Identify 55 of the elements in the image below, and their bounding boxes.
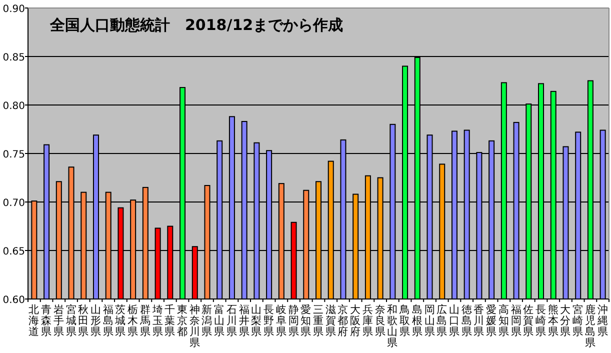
x-tick-label: 青森県 (41, 303, 52, 338)
x-tick-label: 茨城県 (114, 303, 126, 338)
x-tick-label: 秋田県 (78, 304, 90, 338)
y-tick-label: 0.85 (2, 52, 25, 64)
y-tick-label: 0.65 (2, 246, 25, 258)
x-tick-label: 鹿児島県 (584, 303, 596, 349)
x-tick-label: 岡山県 (424, 304, 436, 338)
x-tick-label: 和歌山県 (387, 303, 398, 349)
x-tick-label: 徳島県 (461, 304, 472, 338)
x-tick-label: 新潟県 (202, 303, 213, 338)
x-tick-label: 愛知県 (300, 303, 312, 338)
x-tick-label: 神奈川県 (189, 303, 200, 349)
x-tick-label: 栃木県 (128, 304, 139, 338)
y-tick-label: 0.80 (2, 101, 25, 112)
x-tick-label: 北海道 (28, 303, 40, 338)
x-tick-label: 奈良県 (374, 304, 386, 338)
x-tick-label: 宮崎県 (572, 303, 584, 338)
x-tick-label: 兵庫県 (362, 303, 374, 338)
x-tick-label: 長野県 (264, 304, 275, 338)
y-tick-label: 0.90 (2, 4, 25, 15)
x-tick-label: 鳥取県 (398, 304, 411, 338)
x-tick-label: 静岡県 (288, 304, 300, 338)
x-tick-label: 長崎県 (536, 304, 547, 338)
x-tick-label: 埼玉県 (151, 304, 164, 338)
x-tick-label: 千葉県 (164, 303, 176, 338)
x-tick-label: 高知県 (498, 303, 510, 338)
x-tick-label: 大分県 (560, 303, 572, 338)
y-tick-label: 0.70 (2, 198, 25, 209)
x-tick-label: 沖縄県 (596, 303, 608, 338)
x-tick-label: 群馬県 (138, 304, 151, 338)
x-tick-label: 石川県 (226, 304, 238, 338)
x-tick-label: 富山県 (214, 303, 226, 338)
y-tick-label: 0.75 (2, 150, 25, 160)
x-tick-label: 京都府 (338, 303, 349, 338)
text: 全国人口動態統計 2018/12までから作成 (49, 16, 344, 34)
x-tick-label: 山口県 (448, 303, 460, 338)
x-tick-label: 愛媛県 (486, 303, 498, 338)
x-tick-label: 山梨県 (251, 303, 262, 338)
x-tick-label: 東京都 (177, 303, 188, 338)
x-tick-label: 滋賀県 (325, 304, 336, 338)
x-tick-label: 島根県 (412, 303, 423, 338)
x-tick-label: 三重県 (313, 304, 324, 338)
x-tick-label: 山形県 (90, 303, 102, 338)
x-tick-label: 広島県 (436, 303, 448, 338)
x-tick-label: 熊本県 (548, 303, 559, 338)
x-tick-label: 岐阜県 (276, 303, 287, 338)
x-tick-label: 宮城県 (64, 303, 77, 338)
x-tick-label: 福島県 (102, 303, 114, 338)
x-tick-label: 佐賀県 (523, 304, 534, 338)
x-tick-label: 福井県 (238, 303, 250, 338)
x-tick-label: 大阪府 (350, 303, 362, 338)
x-tick-label: 福岡県 (510, 303, 522, 338)
y-tick-label: 0.60 (2, 295, 25, 306)
x-tick-label: 香川県 (474, 303, 485, 338)
x-tick-label: 岩手県 (53, 303, 64, 338)
